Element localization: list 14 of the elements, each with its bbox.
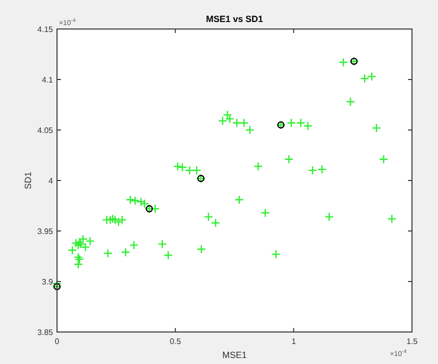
x-tick-label: 0.5 bbox=[170, 337, 182, 346]
y-tick-label: 3.95 bbox=[37, 227, 54, 236]
x-tick-label: 1.5 bbox=[406, 337, 418, 346]
y-tick-label: 3.85 bbox=[37, 328, 54, 337]
x-tick-label: 1 bbox=[291, 337, 296, 346]
y-tick-label: 4.1 bbox=[42, 76, 54, 84]
y-tick-label: 4 bbox=[48, 176, 54, 186]
x-axis-title: MSE1 bbox=[222, 350, 247, 360]
y-tick-label: 3.9 bbox=[42, 278, 54, 286]
chart-title: MSE1 vs SD1 bbox=[206, 14, 264, 24]
x-tick-label: 0 bbox=[54, 337, 60, 346]
y-axis-title: SD1 bbox=[23, 172, 33, 190]
y-tick-label: 4.05 bbox=[37, 126, 54, 135]
y-tick-label: 4.15 bbox=[37, 25, 54, 34]
